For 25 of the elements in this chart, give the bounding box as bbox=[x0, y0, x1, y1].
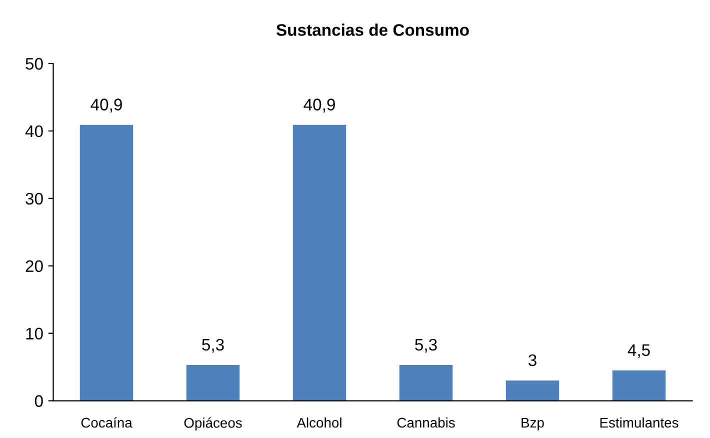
bar bbox=[399, 365, 453, 401]
y-tick-label: 40 bbox=[25, 125, 43, 138]
y-tick-label: 50 bbox=[26, 58, 43, 70]
x-tick-label: Cocaína bbox=[81, 417, 132, 428]
x-tick-label: Alcohol bbox=[296, 417, 342, 428]
x-tick-label: Estimulantes bbox=[600, 417, 678, 428]
y-tick-label: 20 bbox=[26, 260, 43, 272]
bar bbox=[612, 370, 666, 401]
chart-title: Sustancias de Consumo bbox=[276, 24, 469, 36]
data-label: 40,9 bbox=[304, 98, 335, 112]
y-tick-label: 10 bbox=[26, 328, 43, 340]
x-tick-label: Bzp bbox=[522, 418, 544, 430]
bar bbox=[506, 380, 560, 401]
y-tick-label: 0 bbox=[34, 395, 43, 407]
data-label: 3 bbox=[528, 354, 536, 366]
x-tick-label: Cannabis bbox=[397, 417, 455, 428]
data-label: 5,3 bbox=[415, 338, 437, 353]
data-label: 40,9 bbox=[90, 98, 122, 112]
data-label: 5,3 bbox=[202, 338, 224, 353]
bar bbox=[186, 365, 240, 401]
bar bbox=[80, 124, 134, 401]
data-label: 4,5 bbox=[628, 344, 650, 358]
y-tick-label: 30 bbox=[26, 192, 43, 205]
bar bbox=[292, 124, 346, 401]
x-tick-label: Opiáceos bbox=[184, 417, 242, 431]
